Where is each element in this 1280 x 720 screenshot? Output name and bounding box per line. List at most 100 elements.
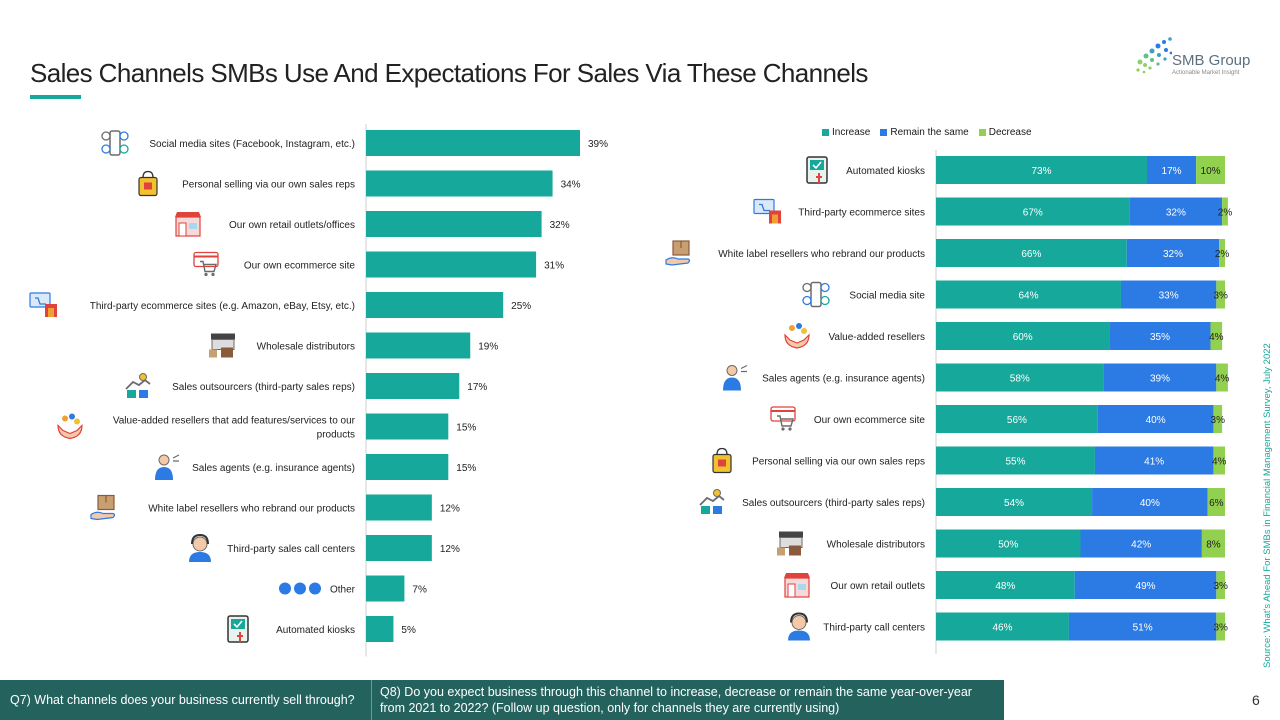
segment-value-label: 58% bbox=[1010, 374, 1030, 385]
segment-value-label: 41% bbox=[1144, 457, 1164, 468]
expectation-segment-remain-the-same bbox=[1092, 488, 1208, 516]
expectation-segment-remain-the-same bbox=[1109, 322, 1211, 350]
segment-value-label: 67% bbox=[1023, 208, 1043, 219]
shopping-bag-icon bbox=[712, 447, 732, 474]
expectation-segment-increase bbox=[936, 363, 1104, 392]
expectation-segment-remain-the-same bbox=[1074, 571, 1217, 599]
segment-value-label: 40% bbox=[1140, 498, 1160, 509]
logo-dots-icon bbox=[1136, 37, 1172, 74]
bar-value-label: 7% bbox=[412, 585, 427, 596]
category-label: Social media site bbox=[849, 291, 925, 302]
expectation-segment-decrease bbox=[1216, 280, 1225, 309]
legend-swatch bbox=[978, 129, 986, 136]
social-media-icon bbox=[802, 281, 830, 308]
category-label: Third-party sales call centers bbox=[227, 544, 355, 555]
segment-value-label: 3% bbox=[1213, 291, 1228, 302]
segment-value-label: 3% bbox=[1211, 415, 1226, 426]
channel-bar bbox=[366, 332, 471, 359]
segment-value-label: 2% bbox=[1215, 249, 1230, 260]
bar-value-label: 15% bbox=[456, 463, 476, 474]
category-label: Automated kiosks bbox=[276, 625, 355, 636]
channel-bar bbox=[366, 494, 432, 521]
legend-label: Increase bbox=[832, 127, 871, 138]
page-number: 6 bbox=[1252, 692, 1260, 708]
expectation-segment-increase bbox=[936, 529, 1081, 558]
legend-item: Remain the same bbox=[880, 127, 969, 138]
bar-value-label: 12% bbox=[440, 544, 460, 555]
segment-value-label: 33% bbox=[1159, 291, 1179, 302]
expectation-segment-decrease bbox=[1216, 363, 1228, 392]
segment-value-label: 4% bbox=[1209, 332, 1224, 343]
logo-name: SMB Group bbox=[1172, 52, 1251, 69]
expectation-segment-decrease bbox=[1213, 405, 1223, 433]
bar-value-label: 39% bbox=[588, 139, 608, 150]
legend-item: Increase bbox=[822, 127, 870, 138]
white-label-box-icon bbox=[90, 494, 116, 521]
expectation-segment-increase bbox=[936, 156, 1147, 184]
category-label: Value-added resellers bbox=[828, 332, 925, 343]
expectation-segment-decrease bbox=[1213, 446, 1225, 475]
segment-value-label: 40% bbox=[1146, 415, 1166, 426]
segment-value-label: 3% bbox=[1213, 581, 1228, 592]
segment-value-label: 60% bbox=[1013, 332, 1033, 343]
channel-bar bbox=[366, 413, 449, 440]
segment-value-label: 32% bbox=[1166, 208, 1186, 219]
category-label: Other bbox=[330, 585, 356, 596]
channel-expectations-chart: 73% 17% 10% Automated kiosks 67% 32% 2% Third-p… bbox=[665, 150, 1233, 654]
third-party-ecommerce-icon bbox=[753, 198, 781, 224]
bar-value-label: 12% bbox=[440, 504, 460, 515]
smb-group-logo: SMB Group Actionable Market Insight bbox=[1132, 32, 1252, 82]
expectation-segment-increase bbox=[936, 571, 1075, 599]
category-label: Our own retail outlets bbox=[831, 581, 926, 592]
handshake-outsourcer-icon bbox=[699, 489, 725, 514]
category-label: Sales outsourcers (third-party sales rep… bbox=[172, 382, 355, 393]
bar-value-label: 32% bbox=[550, 220, 570, 231]
bar-value-label: 34% bbox=[561, 180, 581, 191]
shopping-bag-icon bbox=[138, 170, 158, 197]
expectation-segment-remain-the-same bbox=[1094, 446, 1214, 475]
category-label: Personal selling via our own sales reps bbox=[752, 457, 925, 468]
channel-bar bbox=[366, 535, 432, 561]
expectation-segment-increase bbox=[936, 405, 1098, 433]
segment-value-label: 6% bbox=[1209, 498, 1224, 509]
category-label: Our own retail outlets/offices bbox=[229, 220, 355, 231]
category-label: Third-party ecommerce sites (e.g. Amazon… bbox=[90, 301, 355, 312]
segment-value-label: 2% bbox=[1218, 208, 1233, 219]
category-label: Our own ecommerce site bbox=[814, 415, 926, 426]
category-label: Sales outsourcers (third-party sales rep… bbox=[742, 498, 925, 509]
segment-value-label: 39% bbox=[1150, 374, 1170, 385]
expectation-segment-remain-the-same bbox=[1080, 529, 1202, 558]
segment-value-label: 17% bbox=[1162, 166, 1182, 177]
segment-value-label: 73% bbox=[1031, 166, 1051, 177]
sales-agent-icon bbox=[723, 364, 748, 391]
bar-value-label: 5% bbox=[401, 625, 416, 636]
channel-bar bbox=[366, 130, 580, 156]
category-label: Wholesale distributors bbox=[827, 540, 925, 551]
white-label-box-icon bbox=[665, 240, 691, 266]
ecommerce-cart-icon bbox=[770, 406, 796, 431]
ecommerce-cart-icon bbox=[193, 251, 219, 277]
expectation-segment-decrease bbox=[1222, 197, 1228, 226]
chart-legend: Increase Remain the same Decrease bbox=[822, 127, 1032, 138]
call-center-headset-icon bbox=[788, 612, 810, 641]
storefront-icon bbox=[784, 573, 810, 598]
bar-value-label: 25% bbox=[511, 301, 531, 312]
footer-bar: Q7) What channels does your business cur… bbox=[0, 680, 1280, 720]
segment-value-label: 10% bbox=[1201, 166, 1221, 177]
channel-bar bbox=[366, 292, 504, 318]
expectation-segment-remain-the-same bbox=[1146, 156, 1197, 184]
segment-value-label: 8% bbox=[1206, 540, 1221, 551]
segment-value-label: 64% bbox=[1018, 291, 1038, 302]
bar-value-label: 31% bbox=[544, 261, 564, 272]
expectation-segment-decrease bbox=[1196, 156, 1225, 184]
segment-value-label: 51% bbox=[1133, 623, 1153, 634]
segment-value-label: 32% bbox=[1163, 249, 1183, 260]
legend-label: Remain the same bbox=[890, 127, 969, 138]
expectation-segment-decrease bbox=[1210, 322, 1223, 350]
expectation-segment-increase bbox=[936, 322, 1110, 350]
third-party-ecommerce-icon bbox=[29, 292, 57, 317]
handshake-outsourcer-icon bbox=[125, 373, 151, 398]
segment-value-label: 4% bbox=[1215, 374, 1230, 385]
legend-swatch bbox=[822, 129, 829, 136]
category-label: Third-party ecommerce sites bbox=[798, 208, 925, 219]
